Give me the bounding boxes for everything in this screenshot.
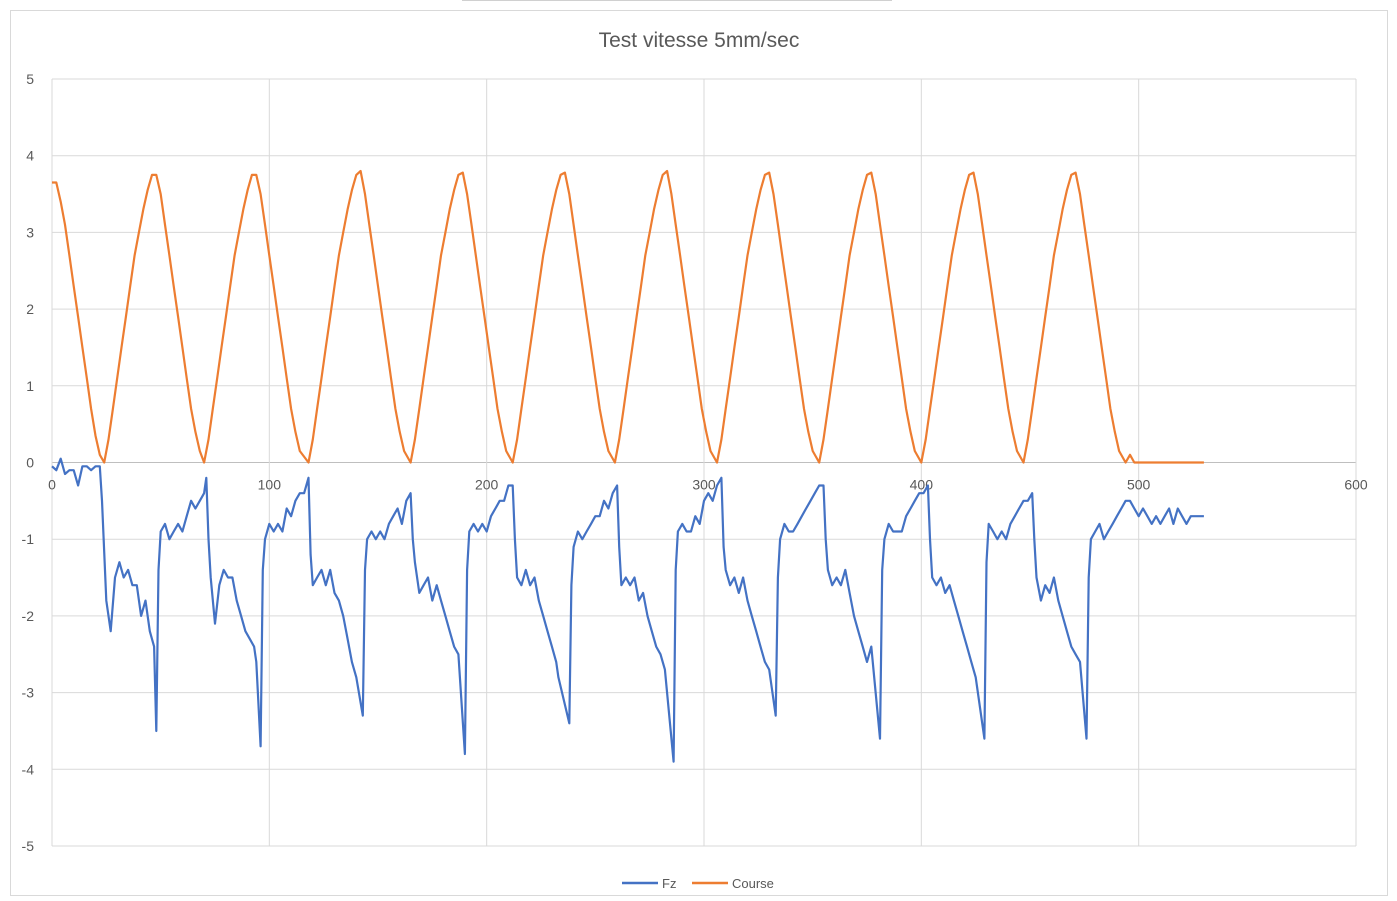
y-tick-label: 4 xyxy=(26,148,34,164)
top-strip xyxy=(462,0,892,4)
y-tick-label: -1 xyxy=(22,531,35,547)
x-tick-label: 500 xyxy=(1127,477,1151,493)
x-tick-label: 200 xyxy=(475,477,499,493)
x-tick-label: 0 xyxy=(48,477,56,493)
x-tick-label: 300 xyxy=(692,477,716,493)
series-lines xyxy=(51,169,1204,763)
y-tick-label: 3 xyxy=(26,224,34,240)
legend-label-course: Course xyxy=(732,876,774,891)
y-tick-label: 2 xyxy=(26,301,34,317)
chart-title: Test vitesse 5mm/sec xyxy=(599,29,800,52)
y-tick-label: -4 xyxy=(22,761,35,777)
chart-frame xyxy=(10,10,1388,896)
y-tick-label: -3 xyxy=(22,685,35,701)
y-tick-label: 1 xyxy=(26,378,34,394)
legend-label-fz: Fz xyxy=(662,876,676,891)
series-line-fz xyxy=(51,457,1204,763)
x-tick-label: 600 xyxy=(1344,477,1368,493)
y-tick-label: -5 xyxy=(22,838,35,854)
legend: Fz Course xyxy=(622,876,774,891)
x-tick-label: 400 xyxy=(910,477,934,493)
axis-labels: 5 4 3 2 1 0 -1 -2 -3 -4 -5 0 100 200 300 400 500 600 xyxy=(22,71,1368,854)
y-tick-label: -2 xyxy=(22,608,35,624)
y-tick-label: 0 xyxy=(26,455,34,471)
series-line-course xyxy=(52,169,1204,464)
y-tick-label: 5 xyxy=(26,71,34,87)
x-tick-label: 100 xyxy=(258,477,282,493)
grid xyxy=(51,78,1357,847)
